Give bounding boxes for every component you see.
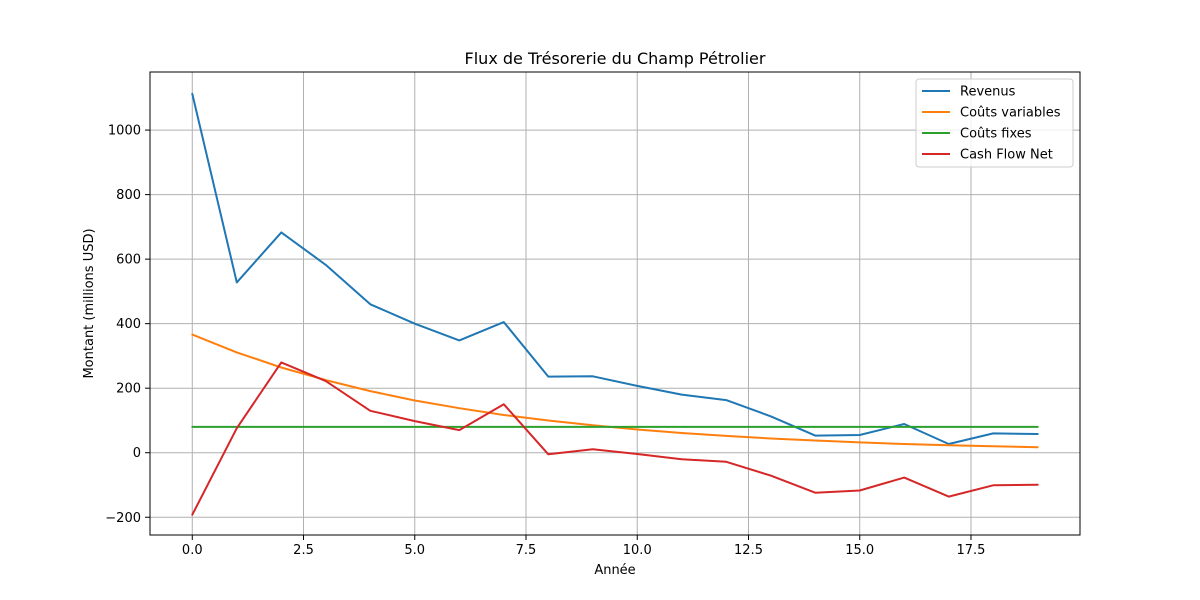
y-tick-label: 600: [116, 253, 141, 268]
legend-label: Coûts fixes: [960, 127, 1032, 142]
legend-box: [915, 78, 1074, 168]
series-layer: [191, 92, 1039, 516]
y-tick-label: 800: [116, 188, 141, 203]
y-tick-label: 200: [116, 382, 141, 397]
chart-title: Flux de Trésorerie du Champ Pétrolier: [465, 49, 766, 68]
series-line-cash-flow-net: [191, 361, 1039, 516]
legend-label: Revenus: [960, 85, 1016, 100]
x-tick-label: 12.5: [734, 543, 763, 558]
series-line-revenus: [191, 92, 1039, 445]
y-tick-label: 1000: [108, 124, 141, 139]
x-tick-label: 5.0: [404, 543, 425, 558]
x-tick-label: 15.0: [845, 543, 874, 558]
legend-label: Cash Flow Net: [960, 148, 1053, 163]
x-axis-title: Année: [594, 563, 635, 578]
x-tick-label: 2.5: [293, 543, 314, 558]
plot-frame: [149, 71, 1081, 536]
ticks: 0.0 2.5 5.0 7.5 10.0 12.5 15.0 17.5 −200 0 200 400 6…: [105, 124, 985, 558]
y-tick-label: 0: [133, 446, 141, 461]
legend: Revenus Coûts variables Coûts fixes Cash Fl…: [915, 78, 1074, 168]
x-tick-label: 7.5: [516, 543, 537, 558]
x-tick-label: 17.5: [957, 543, 986, 558]
y-axis-title: Montant (millions USD): [82, 228, 97, 378]
y-tick-label: −200: [105, 511, 141, 526]
x-tick-label: 10.0: [623, 543, 652, 558]
x-tick-label: 0.0: [182, 543, 203, 558]
y-tick-label: 400: [116, 317, 141, 332]
legend-label: Coûts variables: [960, 106, 1061, 121]
